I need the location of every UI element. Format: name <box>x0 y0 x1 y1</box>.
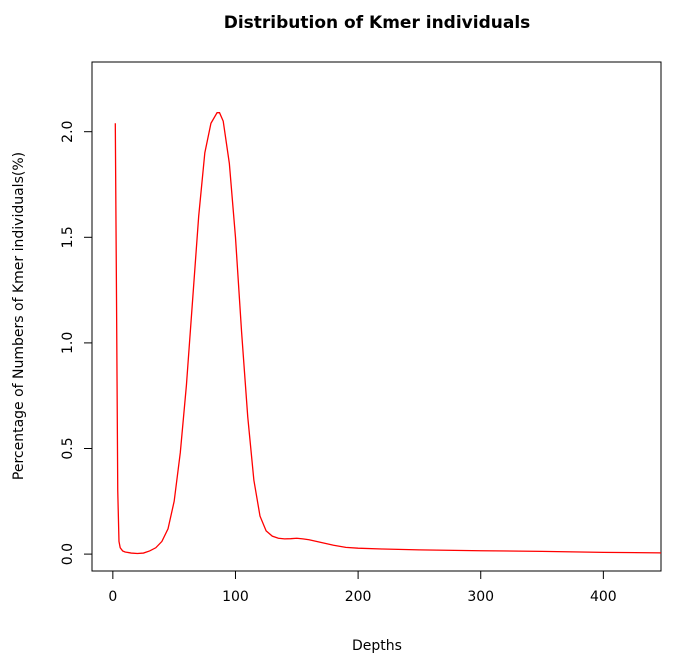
y-tick-label: 1.5 <box>60 226 76 248</box>
x-axis-label: Depths <box>352 638 402 654</box>
y-tick-label: 1.0 <box>60 332 76 354</box>
y-tick-label: 0.0 <box>60 543 76 565</box>
x-tick-label: 400 <box>590 589 617 605</box>
y-axis-label: Percentage of Numbers of Kmer individual… <box>11 152 27 480</box>
series-line <box>114 112 662 555</box>
y-tick-label: 0.5 <box>60 437 76 459</box>
x-tick-label: 0 <box>108 589 117 605</box>
x-tick-label: 300 <box>467 589 494 605</box>
plot-frame <box>91 61 662 572</box>
x-tick-label: 100 <box>222 589 249 605</box>
y-axis: 0.0 0.5 1.0 1.5 2.0 <box>60 121 92 565</box>
y-tick-label: 2.0 <box>60 121 76 143</box>
chart-title: Distribution of Kmer individuals <box>224 13 531 33</box>
x-axis: 0 100 200 300 400 <box>108 571 617 605</box>
x-tick-label: 200 <box>345 589 372 605</box>
